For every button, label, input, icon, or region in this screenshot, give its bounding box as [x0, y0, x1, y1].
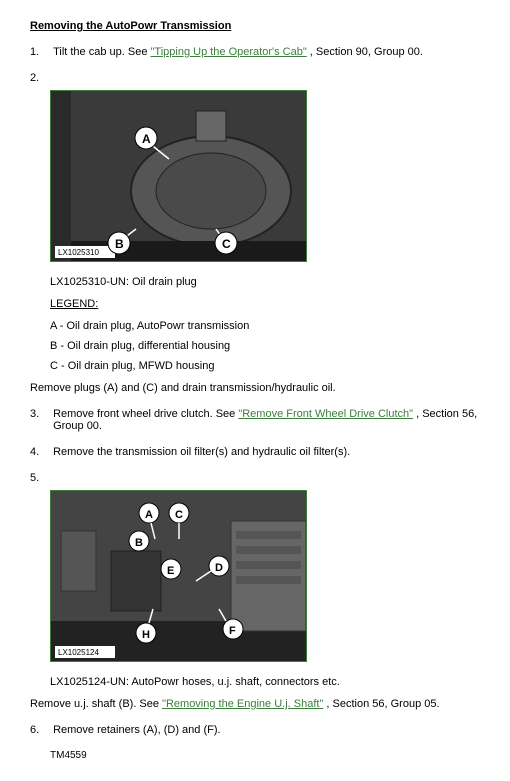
svg-text:D: D [215, 562, 223, 574]
step-content: Tilt the cab up. See "Tipping Up the Ope… [53, 46, 479, 58]
step-content: Remove front wheel drive clutch. See "Re… [53, 408, 479, 432]
svg-text:C: C [222, 237, 231, 251]
text: , Section 56, Group 05. [323, 698, 439, 710]
step-content: Remove the transmission oil filter(s) an… [53, 446, 479, 458]
svg-text:A: A [142, 132, 151, 146]
step-number: 2. [30, 72, 50, 84]
figure-caption: LX1025310-UN: Oil drain plug [50, 276, 480, 288]
svg-text:A: A [145, 509, 153, 521]
step-content: Remove retainers (A), (D) and (F). [53, 724, 479, 736]
legend-item-a: A - Oil drain plug, AutoPowr transmissio… [50, 320, 480, 332]
step-number: 1. [30, 46, 50, 58]
step-number: 4. [30, 446, 50, 458]
document-id: TM4559 [50, 750, 480, 761]
svg-text:H: H [142, 629, 150, 641]
step-1: 1. Tilt the cab up. See "Tipping Up the … [30, 46, 480, 58]
step-closing-text: Remove u.j. shaft (B). See "Removing the… [30, 698, 480, 710]
step-list: 1. Tilt the cab up. See "Tipping Up the … [30, 46, 480, 736]
svg-text:B: B [135, 537, 143, 549]
step-closing-text: Remove plugs (A) and (C) and drain trans… [30, 382, 480, 394]
step-number: 5. [30, 472, 50, 484]
text: , Section 90, Group 00. [307, 46, 423, 58]
link-tipping-up-cab[interactable]: "Tipping Up the Operator's Cab" [151, 46, 307, 58]
step-6: 6. Remove retainers (A), (D) and (F). [30, 724, 480, 736]
svg-text:LX1025310: LX1025310 [58, 248, 99, 257]
step-2: 2. LX1025310 A B [30, 72, 480, 394]
step-number: 6. [30, 724, 50, 736]
link-removing-engine-uj-shaft[interactable]: "Removing the Engine U.j. Shaft" [162, 698, 323, 710]
figure-autopowr-hoses: LX1025124 A C B E D F [50, 490, 307, 662]
svg-text:E: E [167, 565, 174, 577]
step-5: 5. LX1025124 A [30, 472, 480, 710]
step-4: 4. Remove the transmission oil filter(s)… [30, 446, 480, 458]
step-3: 3. Remove front wheel drive clutch. See … [30, 408, 480, 432]
svg-text:LX1025124: LX1025124 [58, 648, 99, 657]
svg-text:C: C [175, 509, 183, 521]
section-heading: Removing the AutoPowr Transmission [30, 20, 480, 32]
figure-svg: LX1025310 A B C [51, 91, 306, 261]
svg-text:F: F [229, 625, 236, 637]
text: Tilt the cab up. See [53, 46, 150, 58]
figure-caption: LX1025124-UN: AutoPowr hoses, u.j. shaft… [50, 676, 480, 688]
text: Remove front wheel drive clutch. See [53, 408, 238, 420]
legend-item-b: B - Oil drain plug, differential housing [50, 340, 480, 352]
figure-oil-drain-plug: LX1025310 A B C [50, 90, 307, 262]
text: Remove u.j. shaft (B). See [30, 698, 162, 710]
link-remove-fwd-clutch[interactable]: "Remove Front Wheel Drive Clutch" [238, 408, 413, 420]
legend-title: LEGEND: [50, 298, 480, 310]
step-number: 3. [30, 408, 50, 420]
svg-text:B: B [115, 237, 124, 251]
figure-svg: LX1025124 A C B E D F [51, 491, 306, 661]
legend-item-c: C - Oil drain plug, MFWD housing [50, 360, 480, 372]
